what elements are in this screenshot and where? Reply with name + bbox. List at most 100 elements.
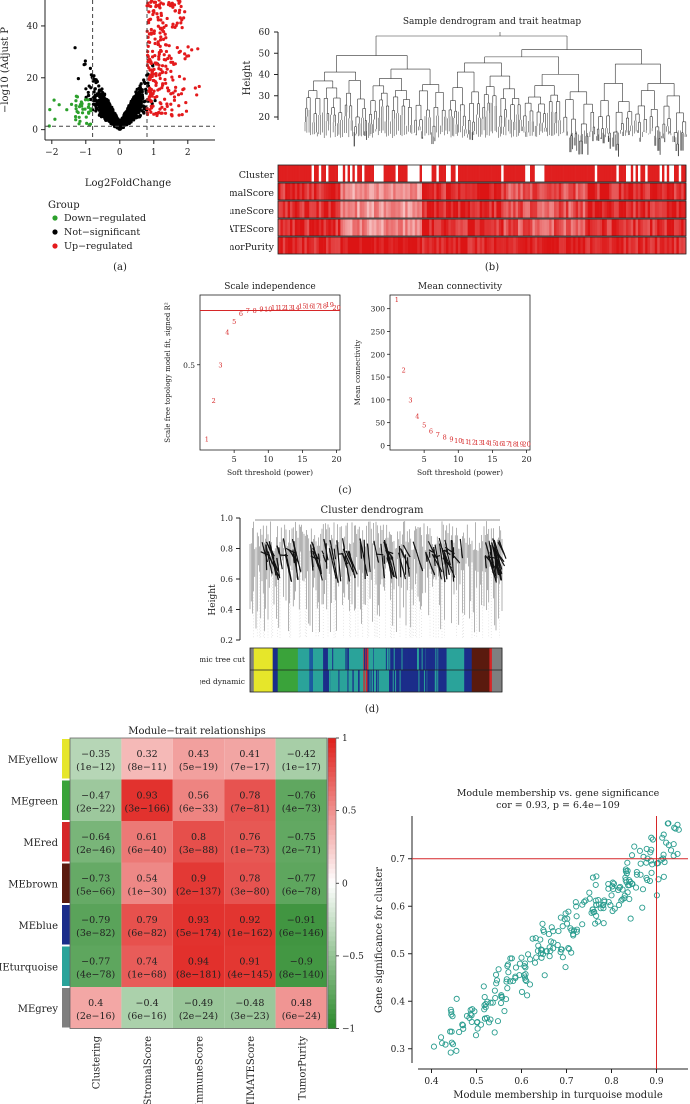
heat-cell [280, 183, 284, 200]
heat-cell [566, 219, 569, 236]
heat-cell [417, 183, 420, 200]
heat-cell [282, 165, 286, 182]
heat-cell [460, 165, 464, 182]
cluster-branch [317, 553, 322, 575]
data-point [448, 1008, 455, 1016]
heat-cell [323, 219, 327, 236]
point-up-regulated [164, 70, 168, 75]
point-up-regulated [149, 61, 154, 66]
heat-cell [446, 183, 449, 200]
heat-cell [311, 237, 315, 254]
heat-cell [458, 201, 461, 218]
data-point [504, 963, 511, 970]
cell-correlation: 0.76 [239, 832, 260, 843]
heat-cell [462, 219, 466, 236]
heat-cell [498, 201, 502, 218]
heat-cell [431, 201, 435, 218]
data-point [472, 1032, 480, 1039]
heat-cell [479, 237, 483, 254]
heat-cell [556, 219, 560, 236]
heat-cell [172, 738, 225, 780]
sample-dendrogram-heatmap: Sample dendrogram and trait heatmap60504… [230, 17, 687, 273]
heat-cell [597, 201, 600, 218]
data-point [554, 942, 561, 949]
colorbar-step [328, 917, 336, 923]
heat-cell [585, 219, 588, 236]
module-segment [297, 670, 310, 692]
heat-cell [465, 201, 468, 218]
power-label: 1 [205, 436, 209, 444]
cell-pvalue: (2e−24) [179, 1011, 218, 1022]
point-up-regulated [185, 54, 189, 58]
heat-cell [678, 201, 682, 218]
cluster-branch [498, 540, 507, 559]
heat-cell [508, 165, 512, 182]
power-label: 8 [253, 307, 257, 315]
point-up-regulated [153, 37, 157, 41]
heat-cell [510, 219, 514, 236]
heat-cell [494, 237, 497, 254]
heat-cell [364, 165, 368, 182]
data-point [655, 876, 662, 883]
heat-cell [633, 183, 636, 200]
heat-cell [561, 219, 564, 236]
heat-cell [121, 862, 173, 904]
heat-cell [347, 201, 351, 218]
cluster-branch [323, 538, 329, 561]
point-not-significant [132, 95, 136, 99]
heat-cell [503, 237, 507, 254]
heat-cell [676, 165, 680, 182]
heat-cell [558, 237, 562, 254]
point-down-regulated [85, 121, 89, 125]
heat-cell [458, 237, 461, 254]
data-point [660, 873, 667, 880]
data-point [491, 1029, 498, 1036]
heat-cell [602, 237, 605, 254]
module-segment [272, 670, 279, 692]
heat-cell [278, 219, 281, 236]
heat-cell [438, 201, 442, 218]
heat-cell [580, 237, 584, 254]
heat-cell [450, 165, 454, 182]
heat-cell [614, 183, 617, 200]
heat-cell [419, 201, 423, 218]
data-point [573, 926, 581, 933]
point-up-regulated [163, 107, 167, 111]
y-tick-label: 150 [371, 373, 386, 382]
heat-cell [287, 165, 291, 182]
point-not-significant [119, 123, 123, 127]
data-point [573, 903, 580, 910]
heat-cell [484, 183, 488, 200]
heat-cell [597, 237, 600, 254]
data-point [503, 996, 510, 1003]
point-up-regulated [179, 21, 183, 25]
data-point [665, 820, 672, 827]
heat-cell [311, 219, 315, 236]
y-tick-label: 50 [375, 419, 385, 428]
colorbar-step [328, 902, 336, 908]
module-stripe [435, 648, 437, 670]
heat-cell [422, 237, 425, 254]
cell-pvalue: (6e−40) [128, 845, 167, 856]
cell-pvalue: (5e−174) [176, 928, 221, 939]
point-up-regulated [157, 110, 161, 115]
point-not-significant [124, 114, 128, 119]
cluster-branch [431, 553, 443, 573]
heat-cell [297, 183, 300, 200]
data-point [495, 966, 502, 973]
heat-cell [369, 201, 372, 218]
trait-row [278, 219, 687, 236]
point-down-regulated [86, 105, 90, 110]
heat-cell [494, 201, 497, 218]
data-point [573, 913, 580, 920]
point-up-regulated [171, 60, 175, 64]
point-up-regulated [149, 32, 153, 36]
heat-cell [369, 183, 372, 200]
module-segment [471, 648, 490, 670]
point-down-regulated [47, 124, 51, 128]
heat-cell [366, 165, 370, 182]
module-stripe [373, 648, 375, 670]
heat-cell [477, 219, 480, 236]
cell-pvalue: (3e−80) [230, 886, 269, 897]
point-down-regulated [84, 115, 88, 119]
